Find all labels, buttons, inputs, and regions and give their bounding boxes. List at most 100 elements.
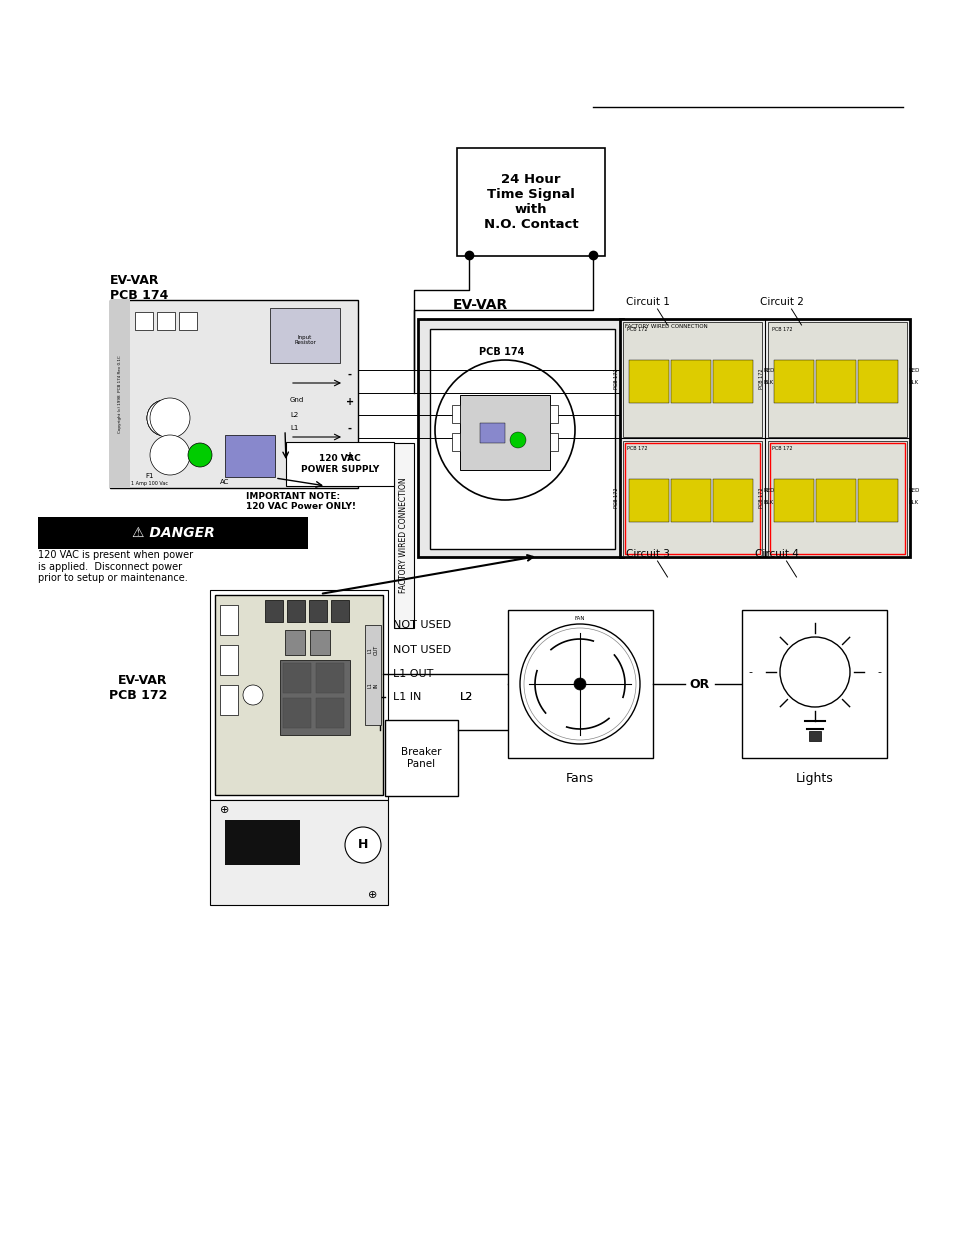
Circle shape (147, 400, 183, 436)
Text: PCB 172: PCB 172 (614, 369, 618, 389)
Text: 24 Hour
Time Signal
with
N.O. Contact: 24 Hour Time Signal with N.O. Contact (483, 173, 578, 231)
Bar (417, 319, 622, 557)
Text: Circuit 2: Circuit 2 (760, 296, 803, 308)
Text: Copyright (c) 1998  PCB 174 Rev 0.1C: Copyright (c) 1998 PCB 174 Rev 0.1C (118, 356, 122, 433)
Bar (38, 517, 308, 550)
Text: Lights: Lights (796, 772, 833, 785)
Text: PCB 172: PCB 172 (626, 446, 647, 451)
Bar (110, 300, 130, 488)
Circle shape (188, 443, 212, 467)
Text: L1
OUT: L1 OUT (367, 645, 378, 655)
Text: FAN: FAN (574, 616, 584, 621)
Text: NOT USED: NOT USED (393, 620, 451, 630)
Circle shape (345, 827, 380, 863)
Bar (712, 359, 752, 403)
Text: OR: OR (689, 678, 709, 690)
Text: -: - (747, 667, 751, 677)
Text: ⊕: ⊕ (220, 805, 230, 815)
Text: BLK: BLK (908, 380, 918, 385)
Text: PCB 172: PCB 172 (771, 327, 792, 332)
Bar (286, 442, 394, 487)
Text: PCB 172: PCB 172 (614, 488, 618, 509)
Text: L1 OUT: L1 OUT (393, 669, 433, 679)
Text: BLK: BLK (908, 499, 918, 505)
Bar (285, 630, 305, 655)
Text: RED: RED (763, 368, 775, 373)
Bar (283, 663, 311, 693)
Bar (430, 329, 615, 550)
Bar (157, 312, 174, 330)
Text: -: - (348, 370, 352, 380)
Text: IMPORTANT NOTE:
120 VAC Power ONLY!: IMPORTANT NOTE: 120 VAC Power ONLY! (246, 492, 355, 511)
Text: EV-VAR: EV-VAR (452, 298, 507, 312)
Bar (110, 300, 357, 488)
Bar (270, 308, 339, 363)
Text: 120 VAC is present when power
is applied.  Disconnect power
prior to setup or ma: 120 VAC is present when power is applied… (38, 550, 193, 583)
Text: L2: L2 (459, 692, 473, 701)
Text: PCB 172: PCB 172 (759, 369, 763, 389)
Bar (773, 359, 813, 403)
Bar (459, 395, 550, 471)
Text: PCB 172: PCB 172 (771, 446, 792, 451)
Text: Input
Resistor: Input Resistor (294, 335, 315, 346)
Text: AC: AC (220, 479, 230, 485)
Text: PCB 174: PCB 174 (478, 347, 524, 357)
Text: FACTORY WIRED CONNECTION: FACTORY WIRED CONNECTION (624, 324, 707, 329)
Bar (225, 435, 274, 477)
Text: EV-VAR
PCB 174: EV-VAR PCB 174 (110, 274, 168, 303)
Text: BLK: BLK (763, 380, 773, 385)
Bar (670, 359, 710, 403)
Bar (280, 659, 350, 735)
Bar (741, 610, 886, 758)
Text: EV-VAR
PCB 172: EV-VAR PCB 172 (109, 674, 167, 701)
Bar (365, 625, 380, 725)
Bar (179, 312, 196, 330)
Bar (210, 800, 388, 905)
Circle shape (510, 432, 525, 448)
Bar (622, 441, 761, 556)
Circle shape (780, 637, 849, 706)
Bar (265, 600, 283, 622)
Bar (479, 424, 504, 443)
Bar (220, 605, 237, 635)
Bar (315, 698, 344, 727)
Text: RED: RED (763, 488, 775, 493)
Bar (507, 610, 652, 758)
Circle shape (147, 400, 183, 436)
Bar (452, 405, 459, 424)
Text: 1 Amp 100 Vac: 1 Amp 100 Vac (132, 482, 169, 487)
Text: Circuit 1: Circuit 1 (625, 296, 669, 308)
Bar (210, 590, 388, 800)
Bar (385, 720, 457, 797)
Bar (670, 479, 710, 522)
Text: F1: F1 (146, 473, 154, 479)
Text: Circuit 3: Circuit 3 (625, 550, 669, 559)
Text: BLK: BLK (763, 499, 773, 505)
Text: NOT USED: NOT USED (393, 645, 451, 655)
Bar (622, 322, 761, 437)
Bar (767, 441, 906, 556)
Bar (857, 479, 897, 522)
Bar (628, 479, 668, 522)
Bar (331, 600, 349, 622)
Bar (550, 433, 558, 451)
Text: Gnd: Gnd (290, 396, 304, 403)
Circle shape (150, 398, 190, 438)
Text: -: - (876, 667, 880, 677)
Bar (769, 443, 904, 555)
Text: L2: L2 (290, 412, 298, 417)
Text: RED: RED (908, 368, 920, 373)
Bar (452, 433, 459, 451)
Bar (220, 645, 237, 676)
Bar (857, 359, 897, 403)
Bar (287, 600, 305, 622)
Text: RED: RED (908, 488, 920, 493)
Circle shape (147, 400, 183, 436)
Bar (815, 479, 855, 522)
Text: H: H (357, 839, 368, 851)
Bar (394, 443, 414, 629)
Text: L1: L1 (290, 425, 298, 431)
Bar (214, 595, 382, 795)
Text: 120 VAC
POWER SUPPLY: 120 VAC POWER SUPPLY (300, 454, 378, 474)
Bar (815, 359, 855, 403)
